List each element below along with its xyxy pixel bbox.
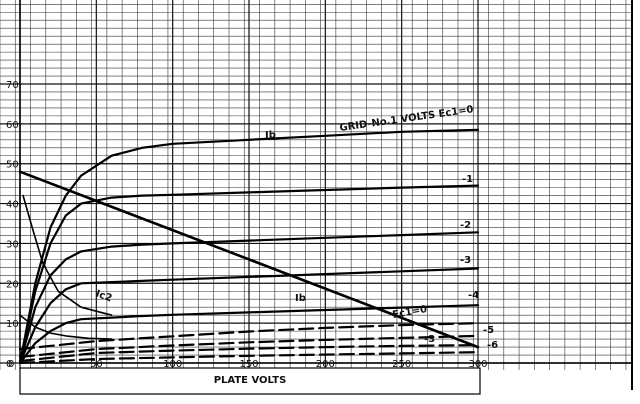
series-line xyxy=(18,231,480,365)
x-tick-label: 300 xyxy=(468,359,487,370)
series-group xyxy=(18,128,480,365)
x-tick-label: 100 xyxy=(163,359,182,370)
series-line xyxy=(18,351,480,365)
x-tick-label: 150 xyxy=(239,359,258,370)
x-tick-label: 200 xyxy=(316,359,335,370)
series-label-minus2: -2 xyxy=(460,220,471,231)
x-tick-label: 50 xyxy=(90,359,103,370)
axes xyxy=(19,0,633,395)
annotation-ib-upper: Ib xyxy=(265,130,276,141)
series-line xyxy=(18,304,480,365)
x-axis-label: PLATE VOLTS xyxy=(214,375,287,386)
x-label-box xyxy=(19,367,481,395)
series-line xyxy=(18,128,480,365)
x-tick-label: 250 xyxy=(392,359,411,370)
y-tick-label: 20 xyxy=(6,279,19,290)
series-line xyxy=(18,334,480,359)
x-tick-label: 0 xyxy=(8,359,14,370)
y-tick-label: 30 xyxy=(6,239,19,250)
series-line xyxy=(18,170,480,349)
series-label-minus1: -1 xyxy=(462,174,473,185)
annotation-ic2: Ic2 xyxy=(94,288,113,304)
annotation-ib-lower: Ib xyxy=(295,293,306,304)
series-label-minus4: -4 xyxy=(468,290,479,301)
series-label-minus6: -6 xyxy=(487,340,498,351)
y-tick-label: 50 xyxy=(6,160,19,171)
series-line xyxy=(18,344,480,363)
series-line xyxy=(22,194,113,317)
y-tick-label: 10 xyxy=(6,319,19,330)
y-tick-label: 70 xyxy=(6,80,19,91)
series-label-minus3-lower: -3 xyxy=(424,334,435,345)
series-line xyxy=(18,322,480,351)
series-line xyxy=(18,267,480,365)
series-label-minus5: -5 xyxy=(483,325,494,336)
y-tick-label: 60 xyxy=(6,120,19,131)
series-line xyxy=(19,314,113,340)
y-tick-label: 40 xyxy=(6,200,19,211)
series-line xyxy=(18,184,480,365)
y-tick-label: 0 xyxy=(6,359,12,370)
series-label-minus3-upper: -3 xyxy=(460,255,471,266)
